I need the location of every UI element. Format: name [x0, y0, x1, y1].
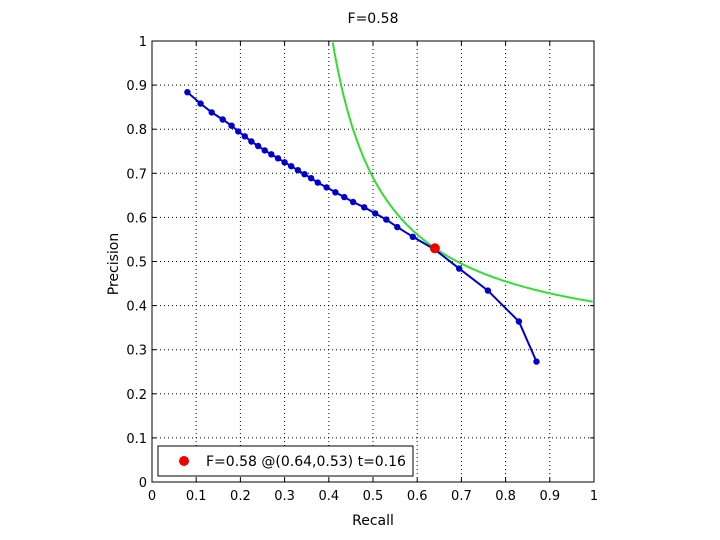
pr-point: [288, 163, 295, 170]
y-tick-label: 0.9: [126, 79, 147, 94]
x-tick-label: 0.8: [495, 489, 516, 504]
legend: F=0.58 @(0.64,0.53) t=0.16: [157, 445, 414, 477]
pr-point: [184, 89, 191, 96]
pr-point: [515, 318, 523, 325]
y-tick-label: 1: [139, 35, 147, 50]
chart-title: F=0.58: [348, 11, 399, 27]
x-axis-label: Recall: [352, 513, 394, 529]
y-tick-label: 0.5: [126, 256, 147, 271]
pr-point: [484, 287, 492, 294]
pr-point: [294, 167, 302, 174]
pr-point: [314, 179, 321, 186]
x-tick-label: 0.4: [318, 489, 339, 504]
grid: [152, 41, 594, 482]
pr-point: [274, 155, 282, 162]
pr-point: [361, 204, 368, 211]
x-tick-label: 0.6: [407, 489, 428, 504]
x-tick-label: 0: [148, 489, 156, 504]
series: [184, 42, 593, 365]
pr-point: [341, 193, 348, 201]
x-tick-label: 0.3: [274, 489, 295, 504]
x-tick-label: 0.9: [539, 489, 560, 504]
iso-f-curve: [331, 42, 593, 303]
pr-point: [332, 189, 339, 196]
y-tick-label: 0.4: [126, 300, 147, 315]
y-tick-label: 0.7: [126, 167, 147, 182]
legend-marker: [179, 456, 189, 466]
legend-box: [157, 445, 414, 477]
pr-point: [228, 122, 235, 129]
pr-point: [248, 138, 255, 145]
pr-point: [197, 100, 204, 107]
pr-point: [208, 109, 215, 116]
best-f-point: [429, 243, 440, 254]
x-tick-label: 0.1: [186, 489, 207, 504]
x-tick-label: 0.2: [230, 489, 251, 504]
y-axis-label: Precision: [106, 233, 122, 295]
x-tick-label: 1: [590, 489, 598, 504]
y-tick-label: 0.2: [126, 388, 147, 403]
pr-point: [301, 171, 308, 178]
x-tick-label: 0.5: [363, 489, 384, 504]
legend-entry-label: F=0.58 @(0.64,0.53) t=0.16: [206, 454, 406, 470]
pr-point: [323, 184, 330, 191]
pr-point: [394, 223, 401, 231]
y-tick-label: 0.8: [126, 123, 147, 138]
pr-point: [456, 265, 463, 272]
pr-point: [261, 147, 268, 154]
x-tick-label: 0.7: [451, 489, 472, 504]
y-tick-label: 0.1: [126, 432, 147, 447]
pr-point: [219, 116, 226, 123]
pr-point: [268, 151, 275, 158]
ticks: 0 0.1 0.2 0.3 0.4 0.5 0.6 0.7 0.8 0.9 1 0 0.1 0.2 0.3 0…: [126, 35, 598, 504]
pr-point: [241, 133, 248, 140]
pr-point: [281, 159, 288, 166]
pr-point: [307, 175, 315, 182]
pr-point: [409, 233, 416, 240]
pr-point: [235, 128, 242, 135]
y-tick-label: 0: [139, 476, 147, 491]
y-tick-label: 0.3: [126, 344, 147, 359]
pr-point: [533, 358, 540, 365]
pr-point: [254, 142, 262, 150]
pr-point: [372, 210, 379, 217]
pr-point: [349, 198, 357, 206]
pr-point: [383, 216, 390, 223]
y-tick-label: 0.6: [126, 211, 147, 226]
